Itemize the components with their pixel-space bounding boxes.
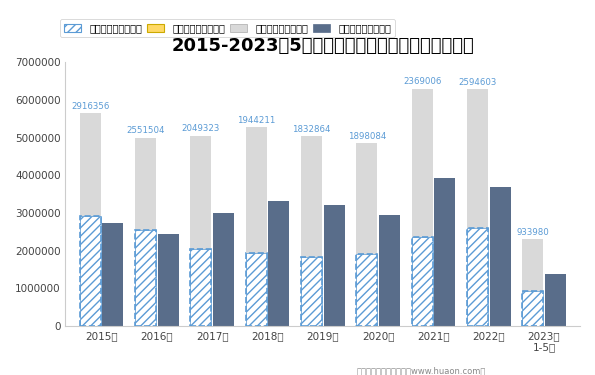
Bar: [80, 113, 101, 326]
Bar: [545, 274, 566, 326]
Bar: [135, 230, 156, 326]
Bar: [268, 201, 289, 326]
Text: 制图：华经产业研究院（www.huaon.com）: 制图：华经产业研究院（www.huaon.com）: [357, 366, 486, 375]
Text: 2916356: 2916356: [71, 102, 109, 111]
Bar: [246, 128, 267, 326]
Text: 2594603: 2594603: [458, 78, 497, 87]
Bar: [412, 88, 433, 326]
Legend: 贸易顺差（万美元）, 贸易逆差（万美元）, 出口总额（万美元）, 进口总额（万美元）: 贸易顺差（万美元）, 贸易逆差（万美元）, 出口总额（万美元）, 进口总额（万美…: [60, 20, 395, 37]
Bar: [324, 206, 345, 326]
Text: 2551504: 2551504: [126, 126, 165, 135]
Bar: [213, 213, 234, 326]
Bar: [490, 187, 511, 326]
Bar: [80, 216, 101, 326]
Text: 2049323: 2049323: [181, 124, 220, 134]
Text: 1832864: 1832864: [292, 125, 331, 134]
Title: 2015-2023年5月浙江省外商投资企业进出口差额图: 2015-2023年5月浙江省外商投资企业进出口差额图: [171, 37, 474, 55]
Bar: [135, 138, 156, 326]
Text: 1944211: 1944211: [237, 116, 275, 125]
Bar: [190, 249, 211, 326]
Bar: [467, 89, 488, 326]
Bar: [467, 228, 488, 326]
Bar: [102, 223, 123, 326]
Bar: [301, 136, 322, 326]
Bar: [301, 257, 322, 326]
Bar: [356, 143, 377, 326]
Bar: [379, 215, 400, 326]
Bar: [522, 239, 543, 326]
Bar: [356, 255, 377, 326]
Text: 933980: 933980: [516, 228, 549, 237]
Bar: [434, 178, 455, 326]
Bar: [190, 136, 211, 326]
Bar: [412, 237, 433, 326]
Text: 2369006: 2369006: [403, 77, 441, 86]
Bar: [158, 234, 178, 326]
Bar: [522, 291, 543, 326]
Bar: [246, 253, 267, 326]
Text: 1898084: 1898084: [347, 132, 386, 141]
